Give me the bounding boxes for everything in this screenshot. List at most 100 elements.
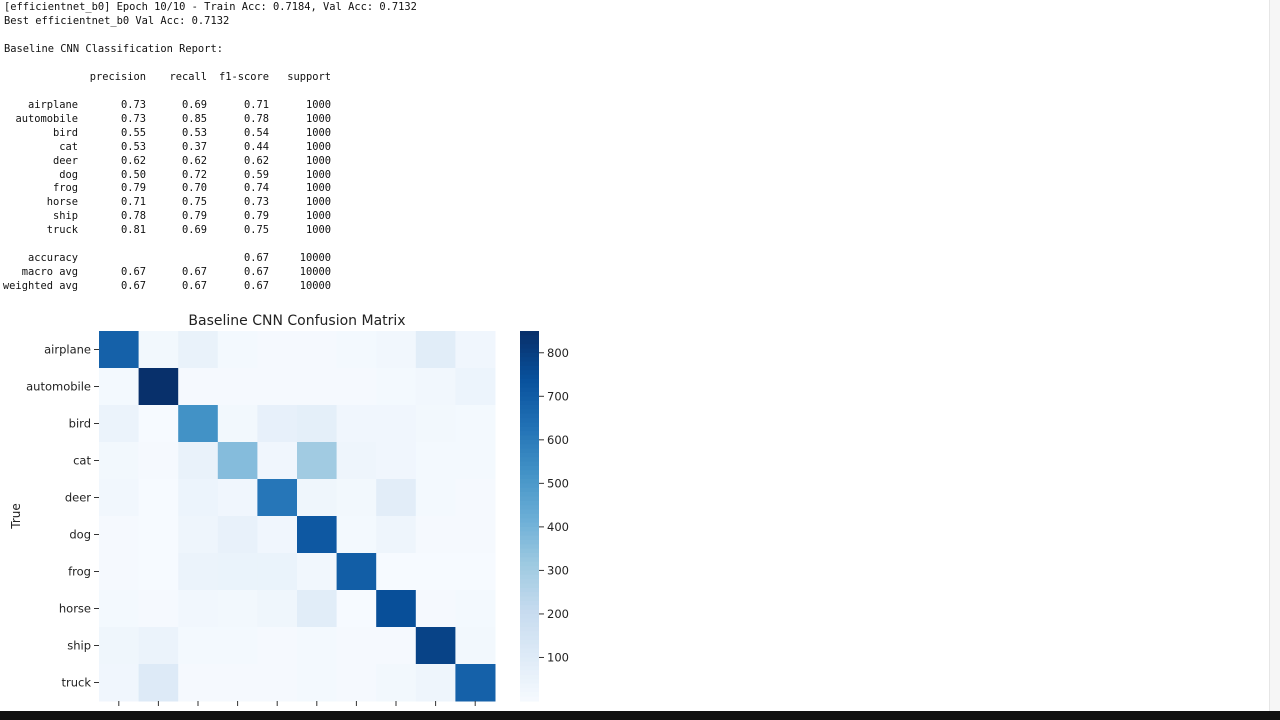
colorbar-segment bbox=[520, 548, 539, 554]
heatmap-cell bbox=[178, 405, 219, 443]
heatmap-cell bbox=[99, 627, 140, 665]
heatmap-cell bbox=[455, 479, 496, 517]
heatmap-cell bbox=[138, 331, 179, 369]
report-cell-support: 1000 bbox=[305, 182, 331, 195]
colorbar-segment bbox=[520, 605, 539, 611]
report-summary-recall: 0.67 bbox=[181, 265, 207, 278]
report-summary-label: macro avg bbox=[21, 265, 78, 278]
report-cell-f1: 0.79 bbox=[243, 210, 269, 223]
report-cell-recall: 0.70 bbox=[181, 182, 207, 195]
colorbar-segment bbox=[520, 335, 539, 341]
colorbar-segment bbox=[520, 331, 539, 336]
report-cell-support: 1000 bbox=[305, 112, 331, 125]
heatmap-cell bbox=[217, 405, 258, 443]
report-row-label: horse bbox=[46, 196, 78, 209]
colorbar-segment bbox=[520, 483, 539, 489]
heatmap-cell bbox=[415, 590, 456, 628]
heatmap-cell bbox=[178, 664, 219, 702]
scrollbar-track[interactable] bbox=[1269, 0, 1280, 712]
heatmap-cell bbox=[297, 590, 338, 628]
heatmap-cell bbox=[415, 405, 456, 443]
report-header-f1: f1-score bbox=[218, 71, 269, 83]
heatmap-cell bbox=[376, 405, 417, 443]
colorbar-segment bbox=[520, 413, 539, 419]
report-cell-f1: 0.78 bbox=[243, 112, 269, 125]
heatmap-cell bbox=[178, 627, 219, 665]
colorbar-tick-label: 600 bbox=[547, 433, 569, 447]
report-cell-precision: 0.79 bbox=[120, 182, 146, 195]
colorbar-segment bbox=[520, 631, 539, 637]
heatmap-cell bbox=[217, 479, 258, 517]
heatmap-cell bbox=[257, 331, 298, 369]
heatmap-cell bbox=[376, 664, 417, 702]
colorbar-segment bbox=[520, 465, 539, 471]
heatmap-cell bbox=[336, 442, 377, 480]
report-cell-precision: 0.50 bbox=[120, 168, 146, 181]
colorbar-segment bbox=[520, 566, 539, 572]
colorbar-segment bbox=[520, 474, 539, 480]
colorbar-segment bbox=[520, 557, 539, 563]
report-summary-precision: 0.67 bbox=[120, 265, 146, 278]
colorbar-segment bbox=[520, 505, 539, 511]
heatmap-cell bbox=[415, 516, 456, 554]
colorbar-segment bbox=[520, 622, 539, 628]
report-cell-f1: 0.71 bbox=[243, 99, 269, 111]
colorbar-segment bbox=[520, 444, 539, 450]
heatmap-cell bbox=[178, 442, 219, 480]
report-summary-label: weighted avg bbox=[2, 279, 78, 292]
colorbar-segment bbox=[520, 640, 539, 646]
colorbar-segment bbox=[520, 570, 539, 576]
heatmap-cell bbox=[376, 442, 417, 480]
heatmap-cell bbox=[217, 627, 258, 665]
y-tick-label: cat bbox=[73, 454, 91, 468]
report-cell-recall: 0.37 bbox=[181, 140, 207, 153]
colorbar-segment bbox=[520, 470, 539, 476]
report-row-label: frog bbox=[52, 182, 78, 195]
colorbar-segment bbox=[520, 674, 539, 680]
heatmap-cell bbox=[217, 442, 258, 480]
heatmap-cell bbox=[336, 590, 377, 628]
colorbar-tick-label: 300 bbox=[547, 563, 569, 577]
colorbar-segment bbox=[520, 374, 539, 380]
heatmap-cell bbox=[99, 590, 140, 628]
colorbar-segment bbox=[520, 487, 539, 493]
colorbar-segment bbox=[520, 439, 539, 445]
report-cell-precision: 0.73 bbox=[120, 99, 146, 111]
report-cell-f1: 0.74 bbox=[243, 182, 269, 195]
heatmap-cell bbox=[99, 405, 140, 443]
colorbar-segment bbox=[520, 426, 539, 432]
best-acc-line: Best efficientnet_b0 Val Acc: 0.7132 bbox=[4, 15, 230, 27]
bottom-bar bbox=[0, 711, 1280, 720]
colorbar-segment bbox=[520, 596, 539, 602]
heatmap-cell bbox=[297, 442, 338, 480]
report-row-label: airplane bbox=[27, 99, 78, 111]
report-row-label: cat bbox=[59, 140, 78, 153]
colorbar-segment bbox=[520, 492, 539, 498]
report-cell-precision: 0.81 bbox=[120, 224, 146, 237]
colorbar-segment bbox=[520, 479, 539, 484]
report-cell-recall: 0.69 bbox=[181, 99, 207, 111]
heatmap-cell bbox=[138, 405, 179, 443]
colorbar-segment bbox=[520, 692, 539, 698]
report-cell-support: 1000 bbox=[305, 210, 331, 223]
colorbar-segment bbox=[520, 561, 539, 567]
colorbar-segment bbox=[520, 609, 539, 615]
colorbar-segment bbox=[520, 666, 539, 672]
report-summary-support: 10000 bbox=[299, 279, 331, 292]
colorbar-segment bbox=[520, 679, 539, 685]
heatmap-cell bbox=[217, 331, 258, 369]
colorbar-segment bbox=[520, 648, 539, 654]
report-cell-recall: 0.79 bbox=[181, 210, 207, 223]
report-cell-f1: 0.44 bbox=[243, 140, 269, 153]
heatmap-cell bbox=[455, 516, 496, 554]
report-cell-support: 1000 bbox=[305, 224, 331, 237]
colorbar-segment bbox=[520, 657, 539, 663]
colorbar-segment bbox=[520, 461, 539, 467]
heatmap-cell bbox=[217, 664, 258, 702]
heatmap-cell bbox=[99, 368, 140, 406]
heatmap-cell bbox=[415, 553, 456, 591]
heatmap-cell bbox=[99, 442, 140, 480]
heatmap-cell bbox=[178, 516, 219, 554]
heatmap-cell bbox=[138, 368, 179, 406]
heatmap-cell bbox=[455, 590, 496, 628]
